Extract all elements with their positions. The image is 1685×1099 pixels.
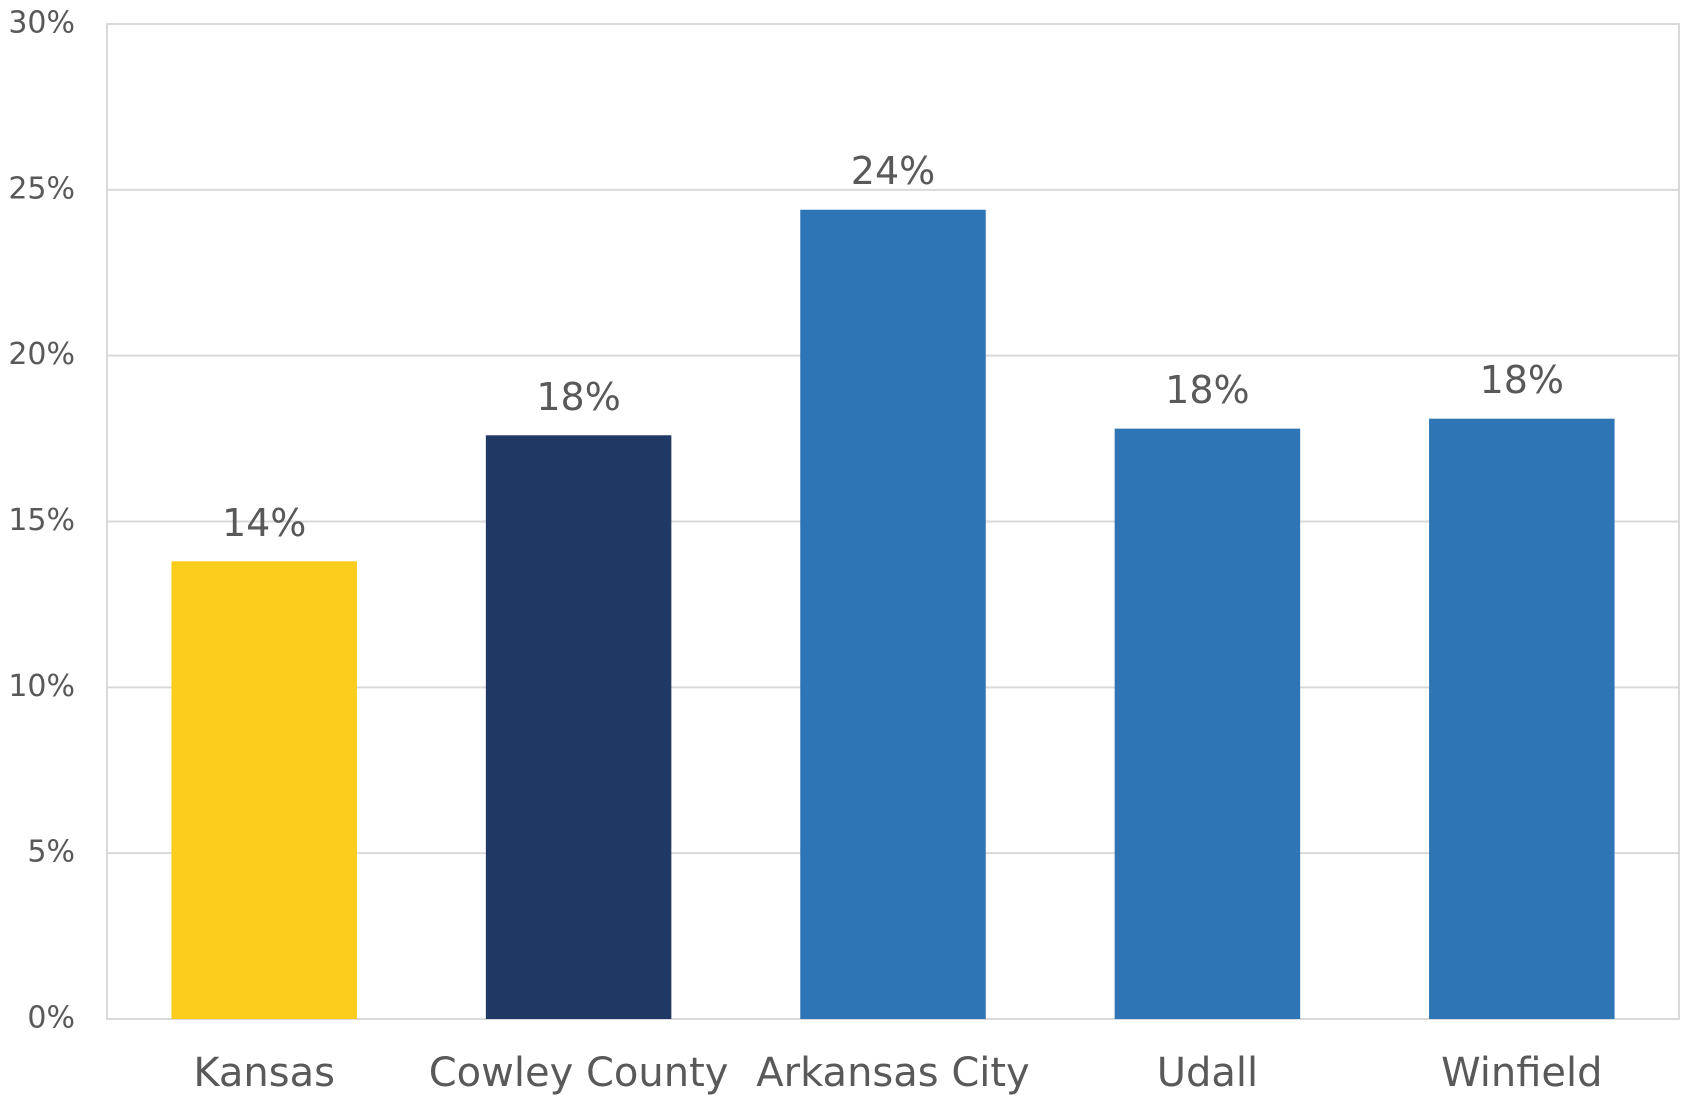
data-label: 14%	[222, 501, 306, 545]
data-label: 24%	[851, 149, 935, 193]
bar	[800, 209, 986, 1019]
bar	[1429, 418, 1615, 1019]
y-tick-label: 0%	[27, 1001, 75, 1036]
data-label: 18%	[1480, 358, 1564, 402]
y-tick-label: 30%	[8, 6, 75, 41]
y-tick-label: 10%	[8, 669, 75, 704]
data-label: 18%	[536, 375, 620, 419]
x-tick-label: Udall	[1157, 1050, 1258, 1096]
y-tick-label: 20%	[8, 337, 75, 372]
x-tick-label: Arkansas City	[756, 1050, 1029, 1096]
bar	[171, 561, 357, 1019]
data-label: 18%	[1165, 368, 1249, 412]
x-tick-label: Winfield	[1441, 1050, 1602, 1096]
bar	[1114, 428, 1301, 1020]
x-tick-label: Kansas	[193, 1050, 335, 1096]
y-tick-label: 5%	[27, 835, 75, 870]
x-tick-label: Cowley County	[429, 1050, 729, 1096]
bar	[485, 435, 672, 1019]
y-tick-label: 15%	[8, 503, 75, 538]
y-tick-label: 25%	[8, 171, 75, 206]
